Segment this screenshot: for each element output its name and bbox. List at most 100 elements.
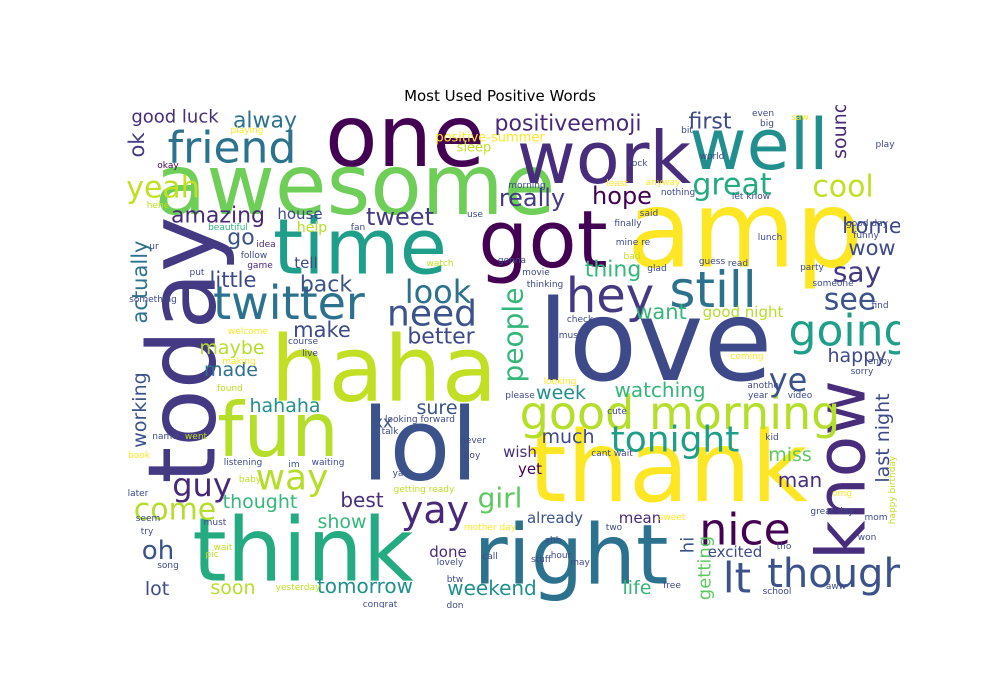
- word-live: live: [302, 349, 318, 359]
- word-waiting: waiting: [312, 458, 345, 468]
- word-going: going: [789, 306, 900, 357]
- word-something: something: [129, 295, 177, 305]
- word-enjoy: enjoy: [868, 357, 893, 367]
- word-hehe: hehe: [147, 201, 170, 211]
- word-man: man: [778, 468, 822, 492]
- word-well: well: [689, 105, 828, 186]
- word-haha: haha: [271, 318, 498, 423]
- word-okay: okay: [157, 161, 179, 171]
- word-party: party: [800, 263, 824, 273]
- word-better: better: [407, 325, 475, 350]
- word-baby: baby: [239, 475, 262, 485]
- word-made: made: [204, 359, 258, 381]
- word-miss: miss: [768, 444, 812, 466]
- word-anyway: anyway: [646, 178, 681, 188]
- word-good-day: good day: [846, 219, 889, 229]
- word-much: much: [541, 426, 594, 448]
- word-welcome: welcome: [228, 327, 269, 337]
- word-see: see: [824, 283, 877, 318]
- word-tonight: tonight: [611, 420, 740, 461]
- word-help: help: [297, 220, 327, 236]
- word-later: later: [128, 489, 149, 499]
- word-guy: guy: [172, 466, 232, 504]
- word-nothing: nothing: [661, 188, 695, 198]
- word-amp: amp: [627, 169, 863, 292]
- word-sound: sound: [829, 105, 851, 159]
- word-mother-day: mother day: [464, 523, 517, 533]
- word-happy-birthday: happy birthday: [888, 455, 898, 524]
- word-today: today: [129, 216, 238, 483]
- word-cool: cool: [812, 170, 874, 205]
- word-movie: movie: [522, 268, 550, 278]
- word-xx: xx: [374, 413, 393, 432]
- word-sorry: sorry: [851, 367, 874, 377]
- word-funny: funny: [853, 231, 879, 241]
- word-let-know: let know: [732, 192, 770, 202]
- word-thank: thank: [528, 411, 808, 525]
- word-wish: wish: [503, 443, 537, 461]
- word-course: course: [288, 337, 319, 347]
- word-sure: sure: [416, 397, 457, 419]
- word-sleep: sleep: [457, 141, 492, 156]
- word-name: name: [152, 432, 178, 442]
- word-right: right: [473, 507, 668, 604]
- word-seem: seem: [136, 514, 161, 524]
- word-fan: fan: [351, 223, 365, 233]
- word-talk: talk: [382, 427, 400, 437]
- word-show: show: [317, 511, 366, 533]
- word-mine-re: mine re: [616, 238, 651, 248]
- word-good-night: good night: [703, 303, 784, 321]
- word-want: want: [635, 300, 687, 324]
- word-hey: hey: [566, 268, 654, 324]
- word-lol: lol: [362, 387, 479, 504]
- word-ur: ur: [149, 242, 159, 252]
- word-getting: getting: [695, 536, 716, 600]
- word-pic: pic: [205, 550, 218, 560]
- word-hope: hope: [592, 182, 652, 210]
- word-went: went: [185, 432, 208, 442]
- word-must: must: [204, 518, 227, 528]
- word-find: find: [871, 301, 888, 311]
- word-free: free: [663, 581, 681, 591]
- word-weekend: weekend: [447, 576, 537, 600]
- word-nice: nice: [699, 505, 790, 556]
- word-yeah: yeah: [126, 171, 200, 206]
- word-gonna: gonna: [498, 256, 526, 266]
- word-book: book: [128, 451, 151, 461]
- word-lunch: lunch: [758, 233, 783, 243]
- word-video: video: [788, 391, 813, 401]
- word-work: work: [517, 116, 692, 200]
- word-someone: someone: [812, 279, 854, 289]
- word-making: making: [222, 357, 255, 367]
- word-wow: wow: [848, 236, 895, 260]
- word-stuff: stuff: [531, 555, 552, 565]
- word-watch: watch: [426, 259, 453, 269]
- word-game: game: [247, 261, 273, 271]
- word-tell: tell: [294, 254, 317, 272]
- word-found: found: [217, 384, 243, 394]
- word-already: already: [527, 509, 583, 527]
- word-tweet: tweet: [366, 203, 434, 231]
- word-ya: ya: [393, 469, 404, 479]
- word-way: way: [256, 458, 329, 499]
- word-mean: mean: [619, 509, 662, 527]
- word-yay: yay: [401, 488, 469, 532]
- word-congrat: congrat: [363, 600, 398, 608]
- word-thinking: thinking: [527, 280, 564, 290]
- word-last-night: last night: [872, 393, 894, 482]
- word-great-day: great day: [810, 507, 854, 517]
- word-happy: happy: [827, 345, 886, 367]
- word-don: don: [447, 601, 464, 608]
- word-aww: aww: [826, 582, 846, 592]
- word-btw: btw: [447, 575, 464, 585]
- word-im: im: [288, 460, 299, 470]
- word-oh: oh: [142, 536, 174, 566]
- word-lt: lt: [723, 554, 751, 603]
- word-friend: friend: [168, 123, 297, 174]
- word-saw: saw: [791, 113, 809, 123]
- word-rock: rock: [628, 159, 648, 169]
- word-school: school: [763, 587, 792, 597]
- word-said: said: [640, 209, 658, 219]
- word-thought: thought: [223, 491, 298, 513]
